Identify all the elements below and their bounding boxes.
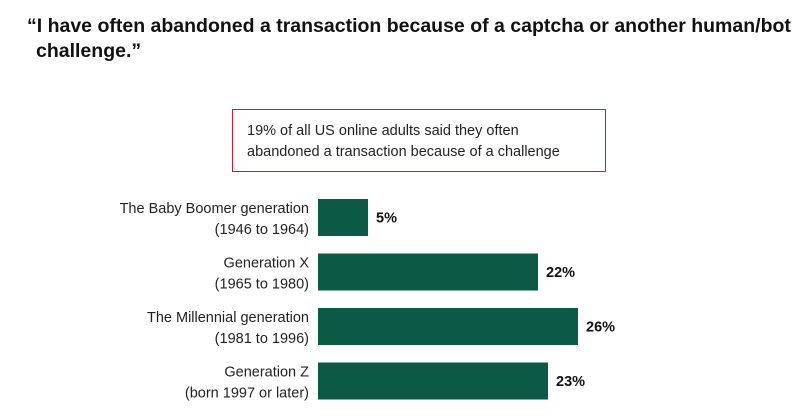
bar bbox=[318, 199, 368, 236]
category-label: (1981 to 1996) bbox=[215, 331, 309, 347]
bar-value-label: 26% bbox=[586, 320, 615, 336]
bars-layer: 5% The Baby Boomer generation (1946 to 196… bbox=[120, 199, 615, 402]
category-label: (born 1997 or later) bbox=[185, 386, 309, 402]
bar bbox=[318, 253, 538, 291]
category-label: (1946 to 1964) bbox=[215, 222, 309, 238]
callout-box: 19% of all US online adults said they of… bbox=[232, 109, 606, 172]
category-label: Generation X bbox=[224, 256, 310, 272]
bar-value-label: 5% bbox=[376, 211, 397, 227]
category-label: The Baby Boomer generation bbox=[120, 201, 309, 217]
bar bbox=[318, 362, 548, 400]
category-label: Generation Z bbox=[224, 365, 309, 381]
category-label: (1965 to 1980) bbox=[215, 277, 309, 293]
category-label: The Millennial generation bbox=[147, 310, 309, 326]
bar bbox=[318, 308, 578, 345]
bar-value-label: 23% bbox=[556, 374, 585, 390]
chart-title: “I have often abandoned a transaction be… bbox=[27, 15, 791, 62]
bar-value-label: 22% bbox=[546, 265, 575, 281]
